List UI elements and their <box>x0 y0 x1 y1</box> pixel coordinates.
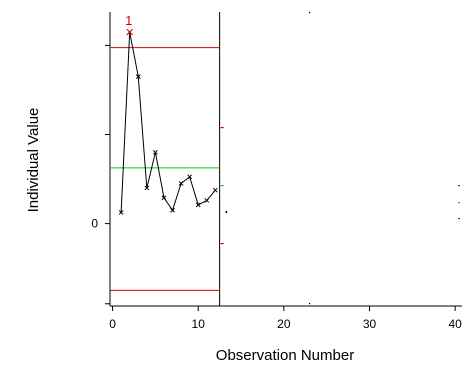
stray-mark <box>225 211 228 213</box>
artifact-layer <box>220 12 460 305</box>
stray-mark <box>309 303 311 305</box>
x-tick-label: 20 <box>277 317 291 331</box>
data-point <box>187 174 193 180</box>
x-tick-label: 0 <box>109 317 116 331</box>
data-point <box>178 181 184 186</box>
data-point <box>195 202 201 208</box>
data-point-stroke <box>187 174 193 180</box>
data-point <box>204 198 210 203</box>
data-point-stroke <box>135 74 141 79</box>
series-layer: 1 <box>118 13 218 215</box>
data-point-stroke <box>204 198 210 203</box>
flag-label: 1 <box>125 13 132 28</box>
data-point <box>144 185 150 191</box>
x-axis-title: Observation Number <box>216 347 354 364</box>
stray-mark <box>309 12 311 14</box>
series-line <box>120 31 216 213</box>
stray-mark <box>458 218 460 220</box>
data-point-stroke <box>212 187 218 193</box>
data-point <box>212 187 218 193</box>
axis-layer: 0 10 20 30 40 0 <box>91 44 462 331</box>
data-point-stroke <box>153 149 158 155</box>
data-point <box>170 207 175 213</box>
y-tick-label: 0 <box>91 217 98 231</box>
stray-mark <box>458 185 460 187</box>
data-point <box>153 149 158 155</box>
data-point-stroke <box>161 195 167 201</box>
y-axis-title: Individual Value <box>25 108 42 213</box>
data-point <box>135 74 141 79</box>
plot-frame <box>109 12 462 307</box>
flagged-point: 1 <box>125 13 134 36</box>
flag-marker-stroke <box>126 28 134 36</box>
control-limit-lines <box>110 47 220 291</box>
stray-mark <box>220 185 224 187</box>
data-point-stroke <box>118 210 124 215</box>
data-point-stroke <box>195 202 201 208</box>
data-point-stroke <box>170 207 175 213</box>
x-tick-label: 30 <box>363 317 377 331</box>
x-tick-label: 40 <box>448 317 462 331</box>
stray-mark <box>220 127 224 129</box>
x-tick-label: 10 <box>192 317 206 331</box>
stray-mark <box>220 243 224 245</box>
stray-mark <box>458 202 460 204</box>
data-point <box>118 210 124 215</box>
data-point-stroke <box>144 185 150 191</box>
data-point <box>161 195 167 201</box>
data-point-stroke <box>178 181 184 186</box>
